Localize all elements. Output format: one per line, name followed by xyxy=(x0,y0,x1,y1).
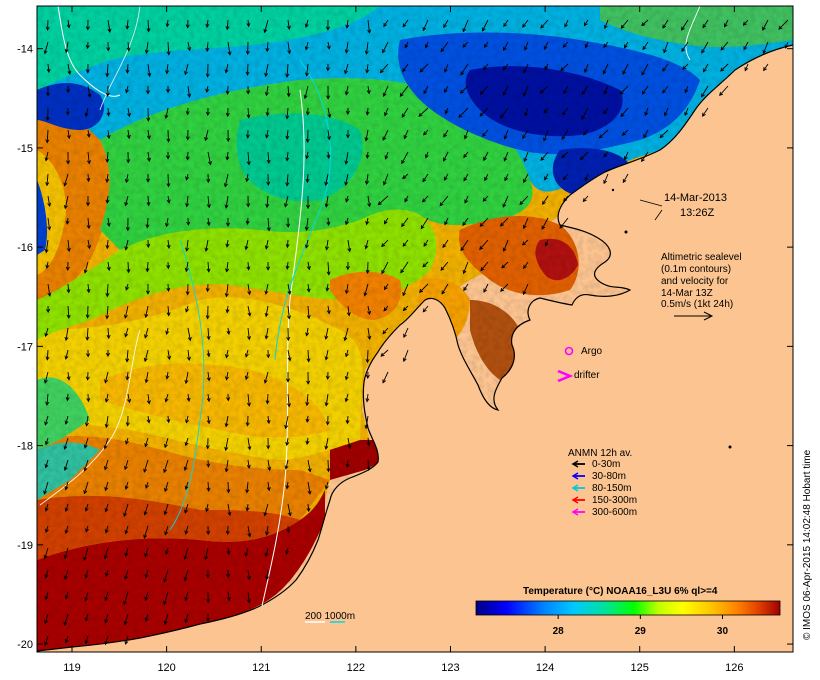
depth-contour-key: 200 1000m xyxy=(305,611,355,623)
plot-frame xyxy=(36,5,794,653)
svg-text:0.5m/s (1kt 24h): 0.5m/s (1kt 24h) xyxy=(661,299,733,310)
lon-tick-label: 121 xyxy=(252,662,270,674)
lat-tick-label: -15 xyxy=(17,143,33,155)
svg-text:200 1000m: 200 1000m xyxy=(305,611,355,622)
argo-marker xyxy=(564,346,574,356)
colorbar-tick-label: 29 xyxy=(635,626,647,637)
legend-item-label: 150-300m xyxy=(592,495,637,506)
drifter-label: drifter xyxy=(574,370,600,381)
depth-contour-200m xyxy=(261,89,305,607)
argo-label: Argo xyxy=(581,346,603,357)
temperature-colorbar: Temperature (°C) NOAA16_L3U 6% ql>=4 28 2… xyxy=(475,586,781,637)
altimetry-note: Altimetric sealevel (0.1m contours) and … xyxy=(661,252,742,310)
lon-tick-label: 123 xyxy=(441,662,459,674)
lon-tick-label: 119 xyxy=(63,662,81,674)
lat-tick-label: -19 xyxy=(17,540,33,552)
anmn-legend: ANMN 12h av. 0-30m30-80m80-150m150-300m3… xyxy=(568,448,637,518)
lon-tick-label: 125 xyxy=(631,662,649,674)
lat-tick-label: -16 xyxy=(17,242,33,254)
latitude-axis: -14 -15 -16 -17 -18 -19 -20 xyxy=(17,44,793,651)
lon-tick-label: 124 xyxy=(536,662,554,674)
lat-tick-label: -18 xyxy=(17,441,33,453)
date-label: 14-Mar-2013 xyxy=(664,192,727,204)
legend-item-label: 80-150m xyxy=(592,483,631,494)
sea-surface-temperature-field xyxy=(37,6,793,652)
legend-item-label: 300-600m xyxy=(592,507,637,518)
lat-tick-label: -20 xyxy=(17,639,33,651)
svg-text:and velocity for: and velocity for xyxy=(661,276,729,287)
lon-tick-label: 126 xyxy=(725,662,743,674)
depth-contour-1000m xyxy=(274,59,331,361)
lat-tick-label: -17 xyxy=(17,341,33,353)
colorbar-tick-label: 30 xyxy=(717,626,729,637)
lon-tick-label: 122 xyxy=(347,662,365,674)
drifter-marker xyxy=(557,369,574,383)
longitude-axis: 119 120 121 122 123 124 125 126 xyxy=(63,6,744,674)
svg-text:(0.1m contours): (0.1m contours) xyxy=(661,264,731,275)
svg-text:Altimetric sealevel: Altimetric sealevel xyxy=(661,252,742,263)
lat-tick-label: -14 xyxy=(17,44,33,56)
lon-tick-label: 120 xyxy=(157,662,175,674)
credit-label: © IMOS 06-Apr-2015 14:02:48 Hobart time xyxy=(802,449,813,640)
svg-text:14-Mar 13Z: 14-Mar 13Z xyxy=(661,288,713,299)
colorbar-title: Temperature (°C) NOAA16_L3U 6% ql>=4 xyxy=(523,586,718,597)
legend-title: ANMN 12h av. xyxy=(568,448,632,459)
colorbar-tick-label: 28 xyxy=(553,626,565,637)
coastline xyxy=(37,45,793,652)
time-label: 13:26Z xyxy=(680,207,715,219)
legend-item-label: 30-80m xyxy=(592,471,626,482)
legend-item-label: 0-30m xyxy=(592,459,620,470)
velocity-arrows xyxy=(43,19,789,647)
